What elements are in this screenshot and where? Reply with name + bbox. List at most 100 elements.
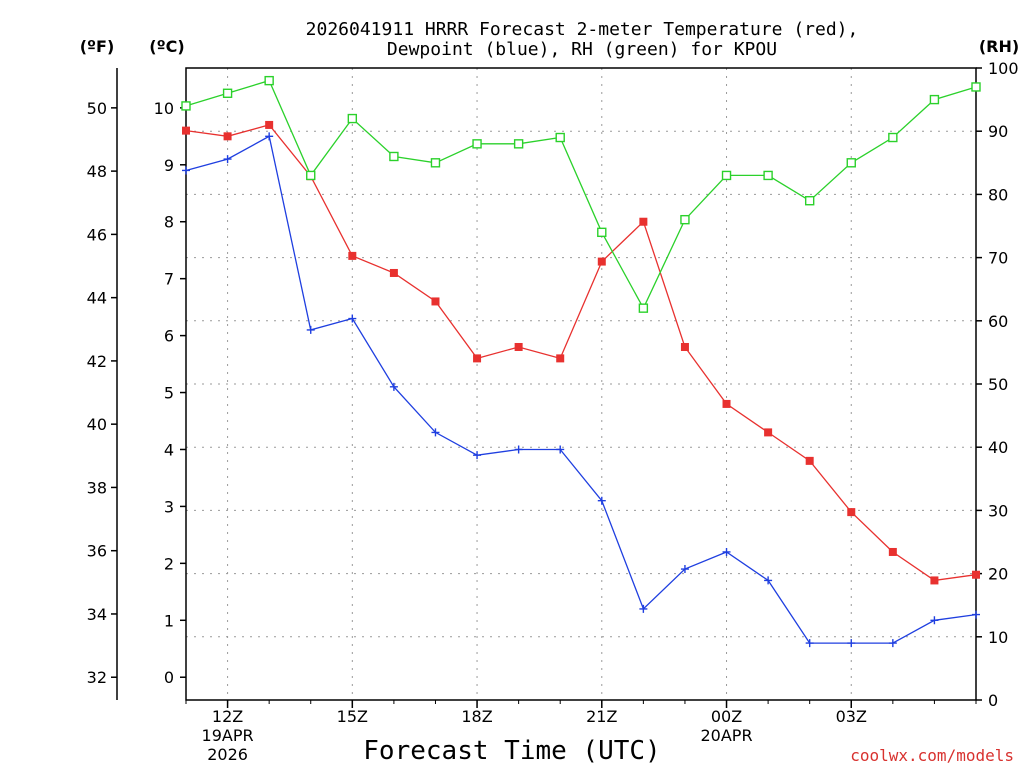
axes: 3234363840424446485001234567891001020304… bbox=[87, 59, 1019, 764]
celsius-tick-label: 7 bbox=[164, 270, 174, 289]
dewpoint-point bbox=[223, 155, 232, 164]
x-axis-label: Forecast Time (UTC) bbox=[363, 736, 660, 766]
dewpoint-point bbox=[722, 547, 731, 556]
dewpoint-point bbox=[847, 639, 856, 648]
dewpoint-point bbox=[306, 325, 315, 334]
rh-point bbox=[306, 170, 316, 181]
x-tick-date-label: 19APR bbox=[202, 726, 254, 745]
celsius-tick-label: 2 bbox=[164, 554, 174, 573]
rh-tick-label: 40 bbox=[988, 438, 1008, 457]
temperature-point bbox=[431, 297, 440, 306]
dewpoint-point bbox=[764, 576, 773, 585]
rh-point bbox=[971, 82, 981, 92]
celsius-tick-label: 6 bbox=[164, 327, 174, 346]
celsius-unit-label: (ºC) bbox=[149, 37, 184, 56]
rh-point bbox=[680, 214, 690, 225]
rh-tick-label: 0 bbox=[988, 691, 998, 710]
rh-tick-label: 80 bbox=[988, 185, 1008, 204]
rh-unit-label: (RH) bbox=[979, 37, 1019, 56]
rh-point bbox=[389, 151, 399, 162]
fahrenheit-tick-label: 48 bbox=[87, 162, 107, 181]
celsius-tick-label: 8 bbox=[164, 213, 174, 232]
temperature-point bbox=[972, 570, 980, 579]
temperature-series-line bbox=[185, 124, 977, 582]
dewpoint-point bbox=[473, 451, 482, 460]
temperature-point bbox=[348, 251, 357, 260]
rh-tick-label: 90 bbox=[988, 122, 1008, 141]
x-tick-label: 21Z bbox=[586, 707, 617, 726]
fahrenheit-tick-label: 44 bbox=[87, 289, 107, 308]
rh-point bbox=[638, 303, 649, 313]
dewpoint-point bbox=[639, 604, 648, 613]
temperature-point bbox=[888, 547, 897, 556]
celsius-tick-label: 5 bbox=[164, 384, 174, 403]
temperature-point bbox=[223, 132, 232, 141]
temperature-point bbox=[764, 428, 773, 437]
rh-tick-label: 20 bbox=[988, 565, 1008, 584]
temperature-point bbox=[639, 217, 648, 226]
rh-point bbox=[888, 132, 898, 143]
rh-tick-label: 50 bbox=[988, 375, 1008, 394]
celsius-tick-label: 1 bbox=[164, 611, 174, 630]
temperature-point bbox=[597, 257, 606, 266]
temperature-point bbox=[182, 126, 190, 135]
rh-point bbox=[555, 132, 565, 143]
fahrenheit-tick-label: 50 bbox=[87, 99, 107, 118]
fahrenheit-tick-label: 42 bbox=[87, 352, 107, 371]
fahrenheit-tick-label: 40 bbox=[87, 415, 107, 434]
rh-tick-label: 100 bbox=[988, 59, 1019, 78]
rh-point bbox=[264, 75, 274, 86]
dewpoint-point bbox=[597, 496, 606, 505]
x-tick-label: 03Z bbox=[836, 707, 867, 726]
source-credit: coolwx.com/models bbox=[850, 746, 1014, 765]
celsius-tick-label: 4 bbox=[164, 440, 174, 459]
x-tick-label: 12Z bbox=[212, 707, 243, 726]
rh-point bbox=[513, 139, 524, 149]
rh-point bbox=[472, 139, 482, 149]
dewpoint-point bbox=[930, 616, 939, 625]
dewpoint-point bbox=[805, 639, 814, 648]
x-tick-year-label: 2026 bbox=[207, 745, 248, 764]
dewpoint-point bbox=[556, 445, 565, 454]
temperature-point bbox=[722, 399, 731, 408]
dewpoint-series-line bbox=[185, 135, 977, 644]
rh-point bbox=[222, 88, 233, 98]
dewpoint-point bbox=[348, 314, 357, 323]
fahrenheit-unit-label: (ºF) bbox=[80, 37, 115, 56]
temperature-point bbox=[389, 268, 398, 277]
dewpoint-point bbox=[431, 428, 440, 437]
temperature-point bbox=[473, 354, 482, 363]
fahrenheit-tick-label: 46 bbox=[87, 225, 107, 244]
temperature-point bbox=[514, 342, 523, 351]
rh-series-line bbox=[185, 79, 977, 310]
fahrenheit-tick-label: 34 bbox=[87, 605, 107, 624]
rh-tick-label: 10 bbox=[988, 628, 1008, 647]
rh-point bbox=[721, 170, 732, 181]
rh-tick-label: 30 bbox=[988, 501, 1008, 520]
rh-point bbox=[846, 158, 856, 168]
dewpoint-point bbox=[680, 565, 689, 574]
dewpoint-point bbox=[972, 610, 980, 619]
rh-point bbox=[347, 113, 358, 124]
rh-point bbox=[597, 227, 607, 238]
fahrenheit-tick-label: 38 bbox=[87, 478, 107, 497]
celsius-tick-label: 3 bbox=[164, 497, 174, 516]
series-layer bbox=[181, 75, 981, 648]
rh-point bbox=[430, 158, 441, 168]
rh-tick-label: 70 bbox=[988, 249, 1008, 268]
fahrenheit-tick-label: 36 bbox=[87, 542, 107, 561]
rh-point bbox=[181, 101, 191, 111]
temperature-point bbox=[680, 342, 689, 351]
temperature-point bbox=[556, 354, 565, 363]
dewpoint-point bbox=[389, 382, 398, 391]
x-tick-label: 18Z bbox=[461, 707, 492, 726]
temperature-point bbox=[265, 120, 274, 129]
celsius-tick-label: 10 bbox=[154, 99, 174, 118]
dewpoint-point bbox=[514, 445, 523, 454]
celsius-tick-label: 0 bbox=[164, 668, 174, 687]
temperature-point bbox=[847, 508, 856, 517]
fahrenheit-tick-label: 32 bbox=[87, 668, 107, 687]
celsius-tick-label: 9 bbox=[164, 156, 174, 175]
x-tick-date-label: 20APR bbox=[700, 726, 752, 745]
